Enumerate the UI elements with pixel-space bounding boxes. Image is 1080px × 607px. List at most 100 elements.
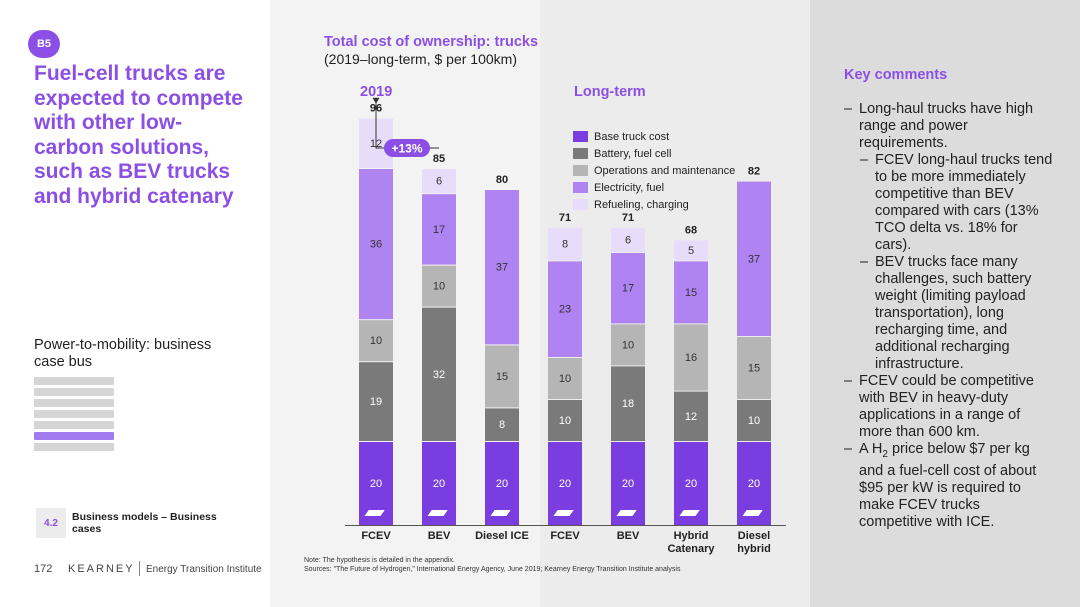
bar-segment [548, 358, 582, 399]
page-number: 172 [34, 563, 53, 575]
segment-value-label: 20 [370, 478, 382, 490]
segment-value-label: 37 [748, 253, 760, 265]
section-number: 4.2 [36, 508, 66, 538]
category-label: FCEV [550, 530, 580, 542]
nav-bar-active[interactable] [34, 432, 114, 440]
segment-value-label: 36 [370, 239, 382, 251]
category-label: BEV [617, 530, 640, 542]
legend-label: Electricity, fuel [594, 181, 665, 194]
bar-segment [611, 324, 645, 366]
bar-segment [548, 400, 582, 441]
legend-item: Refueling, charging [573, 196, 735, 213]
group-label-2019: 2019 [360, 84, 393, 100]
legend-item: Battery, fuel cell [573, 145, 735, 162]
bar-segment [485, 408, 519, 441]
axis-break-mark [553, 510, 574, 516]
segment-value-label: 8 [499, 419, 505, 431]
segment-value-label: 12 [685, 411, 697, 423]
segment-value-label: 32 [433, 369, 445, 381]
category-label: FCEV [361, 530, 391, 542]
page-headline: Fuel-cell trucks are expected to compete… [34, 62, 243, 208]
nav-bar[interactable] [34, 399, 114, 407]
segment-value-label: 20 [622, 478, 634, 490]
bar-segment [359, 362, 393, 441]
segment-value-label: 16 [685, 352, 697, 364]
comment-item: FCEV could be competitive with BEV in he… [844, 373, 1054, 441]
section-badge: B5 [28, 30, 60, 58]
segment-value-label: 18 [622, 398, 634, 410]
segment-value-label: 19 [370, 396, 382, 408]
nav-bar[interactable] [34, 377, 114, 385]
segment-value-label: 37 [496, 262, 508, 274]
segment-value-label: 15 [748, 363, 760, 375]
bar-segment [422, 265, 456, 307]
legend-item: Electricity, fuel [573, 179, 735, 196]
bar-segment [737, 337, 771, 399]
key-comments-list: Long-haul trucks have high range and pow… [844, 101, 1054, 531]
bar-segment [737, 181, 771, 336]
nav-bar[interactable] [34, 410, 114, 418]
category-label: hybrid [737, 543, 771, 555]
section-navigation [34, 377, 114, 454]
nav-bar[interactable] [34, 388, 114, 396]
h2-text: price below $7 per kg and a fuel-cell co… [859, 441, 1037, 530]
segment-value-label: 15 [685, 287, 697, 299]
bar-segment [611, 366, 645, 441]
legend-swatch [573, 131, 588, 142]
note-text: Note: The hypothesis is detailed in the … [304, 557, 455, 564]
annotation-label: +13% [391, 142, 422, 156]
institute-name: Energy Transition Institute [146, 564, 262, 575]
bar-segment [674, 324, 708, 391]
legend-label: Operations and maintenance [594, 164, 736, 177]
bar-segment [485, 190, 519, 345]
axis-break-mark [742, 510, 763, 516]
legend-swatch [573, 165, 588, 176]
h2-subscript: 2 [882, 448, 888, 460]
nav-bar[interactable] [34, 443, 114, 451]
comment-item: Long-haul trucks have high range and pow… [844, 101, 1054, 152]
axis-break-mark [364, 510, 385, 516]
axis-break-mark [679, 510, 700, 516]
bar-segment [485, 345, 519, 408]
footer-divider [139, 561, 140, 576]
bar-segment [674, 391, 708, 441]
segment-value-label: 8 [562, 239, 568, 251]
legend-swatch [573, 148, 588, 159]
category-label: Catenary [667, 543, 715, 555]
bar-segment [422, 169, 456, 194]
h2-prefix: A H [859, 441, 883, 457]
segment-value-label: 10 [433, 281, 445, 293]
segment-value-label: 20 [433, 478, 445, 490]
segment-value-label: 10 [559, 415, 571, 427]
segment-value-label: 10 [370, 335, 382, 347]
bar-segment [548, 227, 582, 261]
bar-total-label: 82 [748, 166, 760, 178]
comment-item: A H2 price below $7 per kg and a fuel-ce… [844, 441, 1054, 531]
segment-value-label: 20 [496, 478, 508, 490]
chart-title: Total cost of ownership: trucks [324, 34, 539, 50]
segment-value-label: 10 [748, 415, 760, 427]
group-label-long-term: Long-term [574, 84, 646, 100]
segment-value-label: 5 [688, 245, 694, 257]
bar-segment [674, 240, 708, 261]
segment-value-label: 6 [436, 176, 442, 188]
sources-text: Sources: "The Future of Hydrogen," Inter… [304, 566, 681, 573]
bar-segment [359, 169, 393, 320]
axis-break-mark [616, 510, 637, 516]
segment-value-label: 20 [748, 478, 760, 490]
axis-break-mark [427, 510, 448, 516]
bar-segment [359, 320, 393, 362]
chart-subtitle: (2019–long-term, $ per 100km) [324, 51, 517, 67]
segment-value-label: 20 [685, 478, 697, 490]
annotation-arrowhead [372, 97, 380, 104]
section-title: Business models – Business cases [72, 511, 217, 535]
bar-total-label: 85 [433, 153, 445, 165]
annotation-pill [384, 139, 430, 157]
nav-bar[interactable] [34, 421, 114, 429]
bar-total-label: 71 [622, 212, 634, 224]
legend-swatch [573, 199, 588, 210]
legend-label: Refueling, charging [594, 198, 689, 211]
kearney-logo: KEARNEY [68, 563, 135, 575]
bar-segment [422, 194, 456, 265]
